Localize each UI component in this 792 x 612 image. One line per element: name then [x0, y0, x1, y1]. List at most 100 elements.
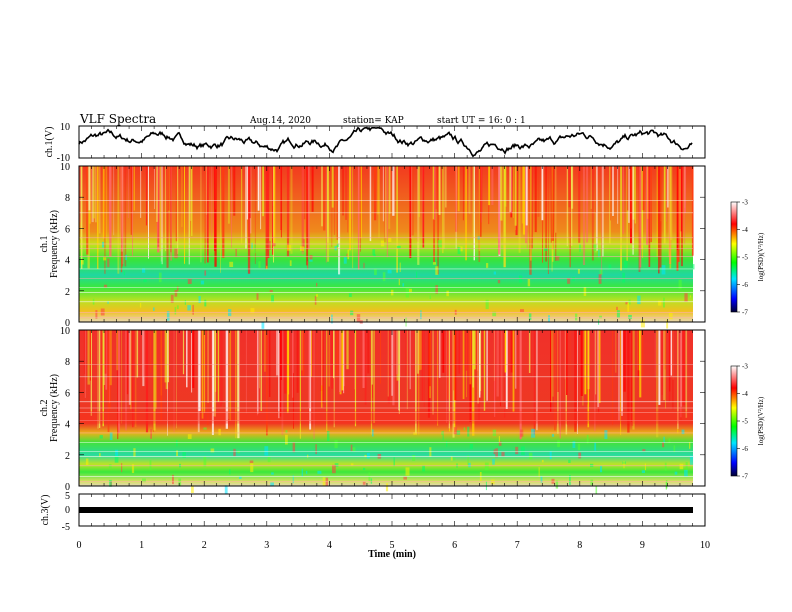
spectrogram-streak [165, 330, 169, 390]
spectrogram-streak [296, 330, 299, 393]
spectrogram-streak [665, 330, 666, 409]
spectrogram-speckle [578, 452, 582, 459]
spectrogram-speckle [608, 264, 612, 270]
frequency-tick-label: 4 [65, 420, 70, 431]
spectrogram-streak [284, 330, 287, 394]
spectrogram-speckle [595, 485, 598, 495]
spectrogram-speckle [343, 257, 347, 264]
spectrogram-speckle [485, 299, 489, 310]
spectrogram-streak [301, 166, 304, 255]
ch3-ylabel: ch.3(V) [40, 495, 51, 526]
spectrogram-streak [594, 330, 596, 432]
spectrogram-streak [438, 330, 441, 378]
spectrogram-streak [680, 330, 682, 407]
spectrogram-speckle [527, 279, 531, 287]
spectrogram-streak [586, 166, 589, 243]
spectrogram-speckle [689, 295, 691, 298]
spectrogram-streak [135, 330, 137, 428]
frequency-tick-label: 6 [65, 388, 70, 399]
spectrogram-streak [136, 330, 139, 378]
spectrogram-speckle [85, 458, 89, 465]
frequency-tick-label: 0 [65, 318, 70, 329]
spectrogram-streak [555, 166, 557, 233]
spectrogram-streak [669, 166, 672, 269]
spectrogram-speckle [497, 280, 501, 284]
x-tick-label: 5 [390, 540, 395, 551]
spectrogram-streak [481, 166, 483, 214]
spectrogram-speckle [601, 278, 603, 282]
spectrogram-streak [84, 330, 86, 398]
spectrogram-speckle [192, 304, 194, 315]
frequency-tick-label: 8 [65, 193, 70, 204]
spectrogram-streak [531, 166, 533, 249]
spectrogram-speckle [429, 447, 432, 457]
spectrogram-speckle [334, 463, 339, 468]
spectrogram-speckle [662, 442, 665, 448]
spectrogram-speckle [187, 305, 191, 311]
spectrogram-speckle [271, 472, 274, 475]
ch1-spectrogram-panel: 0 2 4 6 8 10 ch.1 Frequency (kHz) [39, 162, 706, 329]
colorbar-tick-label: -5 [742, 418, 748, 426]
spectrogram-streak [124, 166, 127, 267]
spectrogram-streak [391, 330, 393, 396]
spectrogram-streak [568, 166, 571, 208]
spectrogram-streak [418, 330, 420, 435]
spectrogram-speckle [249, 460, 254, 464]
spectrogram-streak [166, 166, 169, 268]
spectrogram-speckle [267, 456, 271, 463]
spectrogram-speckle [203, 427, 207, 430]
spectrogram-streak [648, 166, 651, 267]
spectrogram-speckle [309, 255, 313, 260]
spectrogram-streak [267, 166, 270, 258]
spectrogram-streak [360, 166, 362, 239]
spectrogram-streak [281, 330, 284, 435]
spectrogram-streak [469, 166, 471, 215]
spectrogram-speckle [429, 295, 431, 299]
spectrogram-speckle [540, 475, 543, 483]
spectrogram-streak [512, 330, 515, 412]
spectrogram-speckle [350, 463, 354, 466]
spectrogram-streak [631, 330, 634, 426]
spectrogram-speckle [109, 479, 112, 487]
spectrogram-speckle [658, 300, 662, 306]
spectrogram-speckle [292, 475, 294, 484]
spectrogram-streak [306, 166, 309, 266]
spectrogram-speckle [435, 285, 438, 294]
spectrogram-streak [336, 166, 338, 240]
ch1-spectrogram-ylabel-channel: ch.1 [39, 236, 50, 253]
spectrogram-streak [389, 166, 391, 214]
spectrogram-streak [646, 166, 648, 245]
spectrogram-streak [128, 330, 131, 405]
spectrogram-streak [262, 166, 264, 217]
spectrogram-speckle [139, 303, 142, 308]
spectrogram-streak [591, 166, 594, 261]
spectrogram-streak [99, 330, 101, 428]
spectrogram-speckle [521, 446, 525, 455]
spectrogram-streak [125, 330, 127, 431]
spectrogram-streak [529, 166, 532, 261]
spectrogram-streak [173, 330, 175, 433]
spectrogram-streak [109, 330, 110, 404]
spectrogram-streak [504, 166, 507, 207]
spectrogram-streak [104, 330, 107, 374]
spectrogram-streak [192, 330, 195, 388]
spectrogram-streak [349, 166, 351, 251]
spectrogram-speckle [271, 295, 274, 303]
spectrogram-streak [331, 166, 333, 247]
spectrogram-streak [117, 330, 119, 440]
spectrogram-speckle [644, 463, 646, 471]
spectrogram-streak [469, 330, 472, 422]
spectrogram-streak [364, 330, 367, 405]
spectrogram-streak [97, 166, 99, 269]
spectrogram-streak [488, 166, 491, 206]
spectrogram-speckle [348, 293, 352, 297]
spectrogram-streak [505, 330, 508, 409]
spectrogram-streak [323, 166, 326, 231]
spectrogram-streak [164, 330, 167, 383]
spectrogram-speckle [372, 249, 376, 256]
x-tick-label: 7 [515, 540, 520, 551]
spectrogram-streak [357, 166, 360, 270]
spectrogram-speckle [495, 448, 498, 458]
spectrogram-streak [198, 330, 201, 411]
spectrogram-speckle [520, 309, 524, 312]
